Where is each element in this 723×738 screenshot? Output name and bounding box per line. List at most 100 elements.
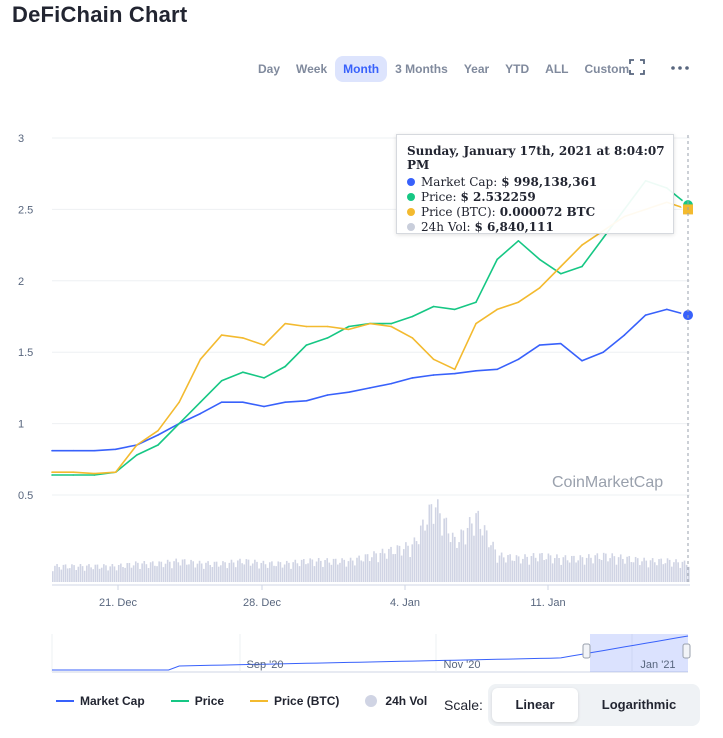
volume-bar: [645, 560, 648, 582]
volume-bar: [602, 552, 605, 582]
range-week-button[interactable]: Week: [296, 62, 328, 76]
volume-bar: [609, 558, 611, 582]
legend-market-cap[interactable]: Market Cap: [56, 694, 145, 708]
volume-bar: [536, 561, 539, 582]
series-line-2: [52, 201, 689, 475]
volume-bar: [668, 559, 671, 582]
data-point: [538, 287, 541, 289]
range-3months-button[interactable]: 3 Months: [395, 62, 448, 76]
data-point: [411, 377, 414, 379]
volume-bar: [326, 558, 328, 582]
data-point: [454, 368, 456, 371]
volume-bar: [656, 565, 658, 582]
tooltip-row-price-btc: Price (BTC): 0.000072 BTC: [397, 204, 673, 219]
volume-bar: [681, 561, 684, 582]
volume-bar: [641, 561, 643, 582]
data-point: [560, 272, 562, 275]
scale-linear-button[interactable]: Linear: [492, 688, 578, 722]
volume-bar: [277, 561, 280, 582]
volume-bar: [385, 558, 388, 582]
volume-bar: [151, 561, 154, 582]
legend-price[interactable]: Price: [170, 694, 224, 708]
data-point: [242, 401, 244, 403]
fullscreen-icon[interactable]: [628, 58, 646, 79]
volume-bar: [264, 564, 267, 582]
tooltip-row-volume: 24h Vol: $ 6,840,111: [397, 219, 673, 234]
volume-bar: [154, 565, 156, 582]
volume-bar: [613, 556, 616, 582]
data-point: [517, 240, 520, 242]
more-icon[interactable]: [670, 58, 690, 79]
data-point: [157, 434, 159, 436]
data-point: [242, 337, 244, 339]
data-point: [263, 405, 265, 408]
data-point: [369, 387, 371, 389]
range-month-button[interactable]: Month: [335, 56, 388, 82]
volume-bar: [688, 566, 690, 582]
volume-bar: [268, 562, 271, 582]
range-custom-button[interactable]: Custom: [584, 62, 630, 76]
volume-bar: [77, 566, 80, 582]
volume-bar: [262, 560, 265, 582]
volume-bar: [390, 546, 392, 582]
navigator-tick-label: Nov '20: [444, 659, 481, 671]
volume-bar: [247, 559, 250, 582]
range-day-button[interactable]: Day: [258, 62, 281, 76]
navigator: Sep '20 Nov '20 Jan '21: [51, 634, 691, 673]
range-year-button[interactable]: Year: [463, 62, 490, 76]
volume-bar: [334, 558, 337, 582]
data-point: [348, 391, 350, 393]
volume-bar: [113, 566, 116, 582]
scale-logarithmic-button[interactable]: Logarithmic: [601, 697, 677, 712]
volume-bar: [249, 565, 252, 582]
y-tick-label: 2: [18, 276, 24, 288]
volume-bar: [260, 562, 263, 582]
price-chart[interactable]: 3 2.5 2 1.5 1 0.5 CoinMarketCap 21. Dec 28. De…: [0, 0, 723, 690]
volume-bar: [332, 558, 335, 582]
volume-bar: [330, 564, 333, 582]
volume-bar: [468, 517, 471, 582]
range-ytd-button[interactable]: YTD: [505, 62, 530, 76]
page-title: DeFiChain Chart: [12, 2, 188, 27]
data-point: [517, 301, 520, 304]
data-point: [475, 369, 477, 372]
volume-bar: [502, 557, 505, 582]
volume-bar: [60, 569, 63, 582]
volume-bar: [398, 545, 401, 582]
volume-bar: [477, 510, 480, 582]
chart-legend: Market Cap Price Price (BTC) 24h Vol: [56, 694, 453, 708]
volume-bar: [481, 535, 484, 582]
volume-bar: [396, 545, 399, 582]
volume-bar: [81, 566, 84, 582]
data-point: [305, 325, 308, 328]
data-point: [157, 429, 159, 432]
x-tick-label: 21. Dec: [99, 597, 137, 609]
volume-bar: [166, 559, 169, 582]
volume-bar: [458, 542, 460, 582]
data-point: [348, 328, 350, 331]
volume-bar: [368, 561, 371, 582]
legend-volume[interactable]: 24h Vol: [365, 694, 427, 708]
volume-bar: [188, 564, 190, 582]
volume-bar: [220, 565, 222, 582]
volume-bar: [190, 559, 192, 582]
legend-price-btc[interactable]: Price (BTC): [250, 694, 339, 708]
data-point: [242, 371, 244, 373]
data-point: [496, 308, 499, 311]
data-point: [454, 308, 456, 311]
navigator-handle-left[interactable]: [582, 643, 591, 659]
range-all-button[interactable]: ALL: [545, 62, 569, 76]
volume-bar: [111, 564, 114, 582]
volume-bar: [505, 562, 507, 582]
volume-bar: [539, 553, 541, 582]
volume-bar: [581, 557, 584, 582]
volume-bar: [341, 558, 343, 582]
navigator-handle-right[interactable]: [682, 643, 691, 659]
volume-bar: [203, 568, 205, 582]
navigator-selection[interactable]: [590, 634, 688, 672]
series-lines: [51, 180, 695, 476]
data-point: [390, 382, 393, 385]
volume-bar: [647, 567, 650, 582]
data-point: [178, 401, 180, 403]
data-point: [411, 315, 414, 318]
